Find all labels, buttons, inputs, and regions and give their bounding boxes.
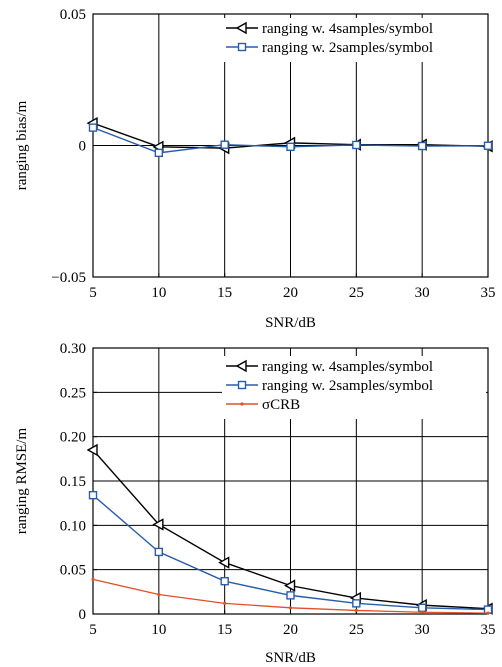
legend-label: ranging w. 2samples/symbol [262,378,433,394]
data-point [354,608,358,613]
data-point [154,148,164,158]
x-tick-label: 30 [415,622,430,638]
y-tick-label: 0 [79,139,87,155]
x-tick-label: 15 [217,285,232,301]
x-tick-label: 10 [151,622,166,638]
legend: ranging w. 4samples/symbol ranging w. 2sa… [222,18,486,62]
data-point [352,140,361,150]
data-point [420,610,424,614]
x-tick-label: 5 [89,285,97,301]
legend-marker [235,359,247,373]
data-point [152,518,164,531]
x-tick-label: 5 [89,622,97,638]
x-tick-label: 20 [283,285,298,301]
data-point [154,547,164,557]
legend-label: ranging w. 4samples/symbol [262,359,433,375]
y-tick-label: 0 [79,607,87,623]
y-tick-label: 0.10 [60,518,86,534]
legend-background [222,18,486,62]
data-point [486,611,490,615]
y-tick-label: 0.30 [60,341,86,357]
x-tick-label: 20 [283,622,298,638]
legend-marker [235,21,247,35]
y-tick-label: 0.20 [60,430,86,446]
data-point [88,490,98,500]
x-tick-label: 10 [151,285,166,301]
y-tick-label: 0.05 [60,7,86,23]
x-tick-label: 35 [481,285,496,301]
data-point [220,576,229,586]
data-point [220,140,229,149]
data-point [417,141,427,151]
data-point [91,577,95,582]
y-axis-label: ranging RMSE/m [14,428,30,535]
x-axis-label: SNR/dB [265,650,316,666]
y-tick-label: −0.05 [51,270,86,286]
data-point [417,603,427,612]
data-point [352,599,361,608]
x-tick-label: 25 [349,285,364,301]
data-point [286,591,295,600]
legend-marker [237,42,247,52]
data-point [88,123,98,132]
y-tick-label: 0.15 [60,474,86,490]
x-tick-label: 30 [415,285,430,301]
data-point [483,141,493,150]
chart-1: 5 10 15 20 25 30 35 −0.05 0 0.05 SNR/dB ranging bia… [14,7,496,331]
x-axis-label: SNR/dB [265,315,316,331]
data-point [288,606,293,610]
data-point [284,579,296,592]
y-axis-label: ranging bias/m [14,100,30,190]
chart-2: 5 10 15 20 25 30 35 0 0.05 0.10 0.15 0.20 0.25 0.30 SN… [14,341,496,666]
x-tick-label: 25 [349,622,364,638]
legend: ranging w. 4samples/symbol ranging w. 2sa… [222,356,486,419]
data-point [286,142,295,152]
legend-label: ranging w. 2samples/symbol [262,40,433,56]
data-point [218,556,230,569]
data-point [86,443,98,457]
x-tick-label: 15 [217,622,232,638]
legend-background [222,356,486,419]
legend-marker [240,402,244,406]
data-point [157,592,161,597]
data-point [223,601,227,605]
y-tick-label: 0.25 [60,385,86,401]
legend-label: ranging w. 4samples/symbol [262,21,433,37]
y-tick-label: 0.05 [60,563,86,579]
x-tick-label: 35 [481,622,496,638]
legend-label: σCRB [262,397,300,413]
legend-marker [237,380,247,390]
